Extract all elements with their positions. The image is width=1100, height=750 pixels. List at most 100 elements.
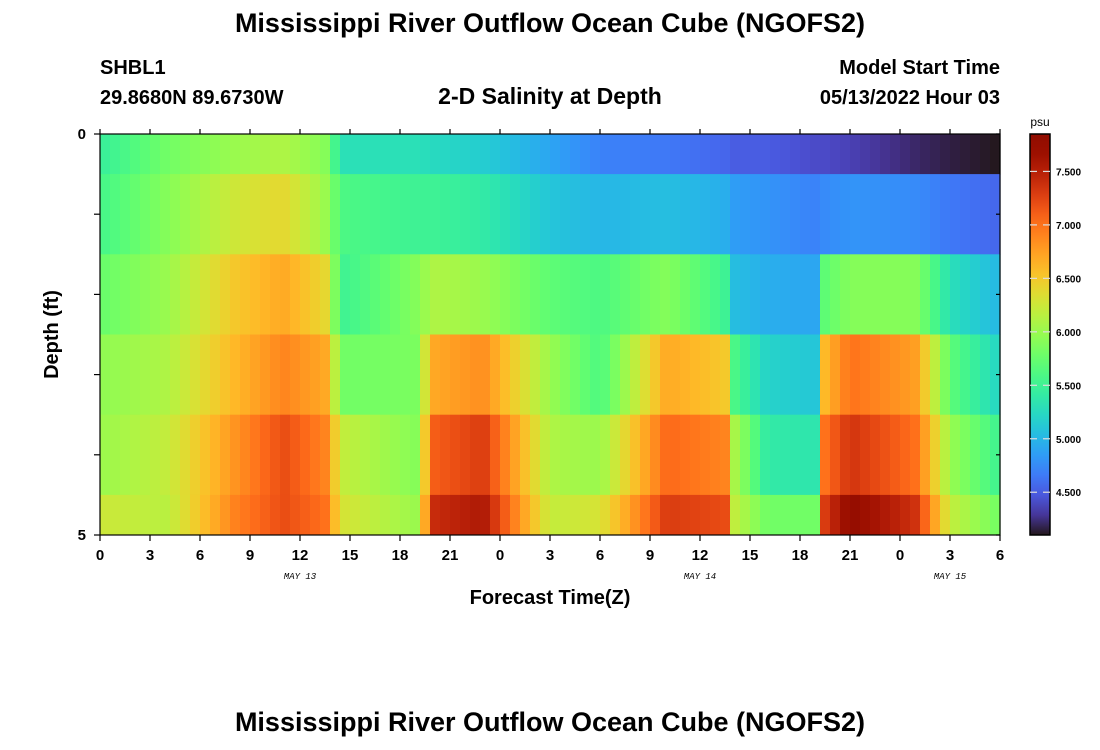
heatmap-cell	[960, 414, 971, 496]
chart-title-repeat: Mississippi River Outflow Ocean Cube (NG…	[234, 707, 866, 737]
heatmap-cell	[400, 174, 411, 255]
heatmap-cell	[170, 334, 181, 416]
heatmap-cell	[680, 174, 691, 255]
heatmap-cell	[770, 414, 781, 496]
heatmap-cell	[690, 254, 701, 335]
heatmap-cell	[420, 414, 431, 496]
heatmap-cell	[270, 134, 281, 175]
heatmap-cell	[820, 334, 831, 416]
heatmap-cell	[520, 414, 531, 496]
x-tick-label: 6	[596, 547, 604, 564]
y-axis-label: Depth (ft)	[41, 290, 63, 379]
heatmap-cell	[690, 174, 701, 255]
heatmap-cell	[740, 494, 751, 536]
heatmap-cell	[720, 134, 731, 175]
heatmap-cell	[450, 174, 461, 255]
heatmap-cell	[740, 334, 751, 416]
heatmap-cell	[220, 134, 231, 175]
heatmap-cell	[890, 174, 901, 255]
heatmap-cell	[650, 174, 661, 255]
heatmap-cell	[300, 254, 311, 335]
heatmap-cell	[540, 134, 551, 175]
heatmap-cell	[430, 494, 441, 536]
colorbar-tick-label: 5.500	[1056, 381, 1081, 392]
heatmap-cell	[770, 494, 781, 536]
heatmap-cell	[310, 134, 321, 175]
heatmap-cell	[850, 334, 861, 416]
heatmap-cell	[850, 254, 861, 335]
heatmap-cell	[350, 334, 361, 416]
heatmap-cell	[250, 134, 261, 175]
heatmap-cell	[100, 134, 111, 175]
colorbar-unit: psu	[1030, 115, 1049, 129]
heatmap-cell	[970, 334, 981, 416]
heatmap-cell	[140, 494, 151, 536]
heatmap-cell	[210, 334, 221, 416]
heatmap-cell	[700, 174, 711, 255]
heatmap-cell	[380, 174, 391, 255]
x-tick-label: 21	[842, 547, 859, 564]
heatmap-cell	[460, 414, 471, 496]
heatmap-cell	[410, 134, 421, 175]
heatmap-cell	[830, 174, 841, 255]
heatmap-cell	[560, 174, 571, 255]
heatmap-cell	[710, 174, 721, 255]
heatmap-cell	[340, 174, 351, 255]
heatmap-cell	[280, 414, 291, 496]
heatmap-cell	[980, 494, 991, 536]
heatmap-cell	[780, 334, 791, 416]
x-tick-label: 3	[946, 547, 954, 564]
heatmap-cell	[500, 494, 511, 536]
heatmap-cell	[130, 134, 141, 175]
heatmap-cell	[500, 174, 511, 255]
heatmap-cell	[290, 414, 301, 496]
heatmap-cell	[290, 334, 301, 416]
heatmap-cell	[980, 174, 991, 255]
heatmap-cell	[920, 134, 931, 175]
heatmap-cell	[310, 494, 321, 536]
heatmap-cell	[470, 494, 481, 536]
heatmap-cell	[140, 174, 151, 255]
heatmap-cell	[800, 174, 811, 255]
heatmap-cell	[910, 134, 921, 175]
heatmap-cell	[460, 254, 471, 335]
heatmap-cell	[460, 134, 471, 175]
heatmap-cell	[320, 334, 331, 416]
heatmap-cell	[220, 174, 231, 255]
heatmap-cell	[100, 414, 111, 496]
station-id: SHBL1	[100, 57, 166, 79]
heatmap-cell	[620, 414, 631, 496]
heatmap-cell	[120, 414, 131, 496]
heatmap-cell	[450, 334, 461, 416]
heatmap-cell	[670, 494, 681, 536]
heatmap-cell	[570, 494, 581, 536]
heatmap-cell	[940, 254, 951, 335]
heatmap-cell	[680, 334, 691, 416]
heatmap-cell	[240, 334, 251, 416]
heatmap-cell	[120, 494, 131, 536]
heatmap-cell	[620, 254, 631, 335]
heatmap-cell	[820, 414, 831, 496]
heatmap-cell	[990, 334, 1001, 416]
heatmap-cell	[390, 254, 401, 335]
heatmap-cell	[880, 134, 891, 175]
heatmap-cell	[790, 334, 801, 416]
heatmap-cell	[460, 494, 471, 536]
heatmap-cell	[370, 334, 381, 416]
heatmap-cell	[660, 254, 671, 335]
heatmap-cell	[640, 334, 651, 416]
heatmap-cell	[510, 134, 521, 175]
heatmap-cell	[420, 174, 431, 255]
heatmap-cell	[410, 174, 421, 255]
heatmap-cell	[850, 414, 861, 496]
heatmap-cell	[580, 414, 591, 496]
heatmap-cell	[610, 334, 621, 416]
heatmap-cell	[930, 494, 941, 536]
heatmap-cell	[540, 254, 551, 335]
heatmap-cell	[270, 414, 281, 496]
heatmap-cell	[800, 494, 811, 536]
heatmap-cell	[610, 174, 621, 255]
heatmap-cell	[130, 254, 141, 335]
heatmap-cell	[440, 174, 451, 255]
heatmap-cell	[390, 174, 401, 255]
